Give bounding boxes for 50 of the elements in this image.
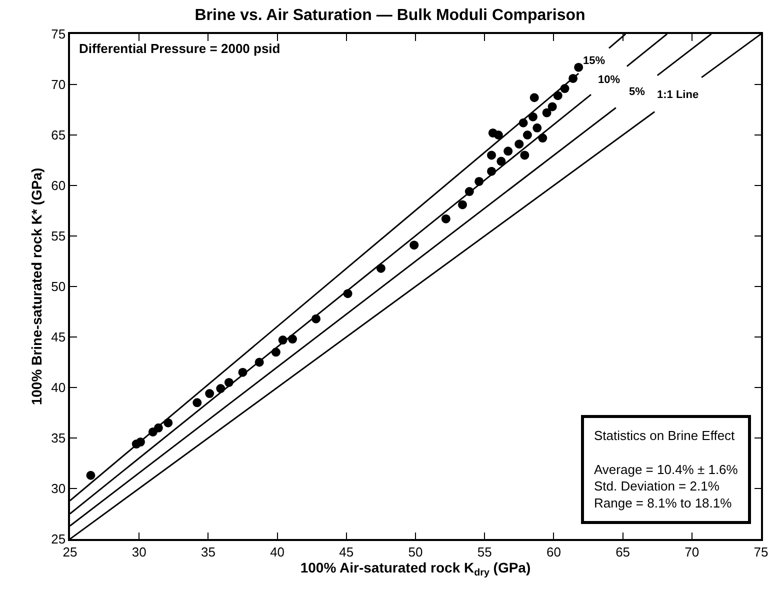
x-tick-label: 35 — [200, 544, 216, 560]
point — [496, 156, 506, 166]
point — [520, 150, 530, 160]
y-tick-label: 65 — [51, 128, 66, 143]
series-label: 1:1 Line — [657, 89, 699, 101]
point — [542, 108, 552, 118]
y-tick-label: 55 — [51, 228, 66, 244]
x-tick-label: 55 — [477, 544, 492, 560]
point — [514, 140, 524, 149]
x-tick-label: 30 — [132, 544, 146, 560]
y-tick-label: 70 — [51, 77, 66, 92]
point — [548, 102, 557, 112]
x-tick-label: 70 — [684, 544, 700, 560]
y-tick-label: 45 — [51, 330, 66, 345]
point — [494, 130, 503, 140]
point — [86, 470, 96, 480]
series-label: 15% — [583, 55, 606, 67]
point — [441, 214, 450, 224]
chart-title: Brine vs. Air Saturation — Bulk Moduli Comparison — [194, 7, 586, 24]
x-tick-label: 40 — [270, 544, 285, 560]
x-axis-title: 100% Air-saturated rock K$_{dry}$ (GPa) — [300, 559, 531, 578]
point — [458, 200, 467, 210]
x-tick-label: 50 — [408, 544, 423, 560]
y-tick-label: 40 — [51, 380, 66, 396]
x-tick-label: 25 — [62, 544, 78, 560]
y-tick-label: 50 — [51, 279, 66, 294]
y-tick-label: 30 — [51, 481, 66, 496]
series-label: 5% — [629, 86, 646, 98]
y-axis-title: 100% Brine-saturated rock K* (GPa) — [28, 168, 44, 406]
point — [504, 146, 513, 156]
x-tick-label: 60 — [546, 544, 561, 560]
x-tick-label: 45 — [339, 544, 354, 560]
point — [205, 389, 214, 398]
y-tick-label: 60 — [51, 178, 66, 194]
point — [574, 62, 584, 72]
point — [530, 93, 539, 102]
x-tick-label: 75 — [754, 544, 768, 560]
x-tick-label: 65 — [616, 544, 630, 560]
point — [532, 123, 542, 132]
y-tick-label: 75 — [51, 26, 66, 42]
series-label: 10% — [598, 74, 620, 86]
annotation: Differential Pressure = 2000 psid — [79, 41, 280, 56]
point — [410, 240, 419, 250]
point — [487, 150, 496, 160]
point — [192, 398, 202, 408]
y-tick-label: 25 — [51, 532, 66, 547]
point — [522, 130, 532, 140]
text: Statistics on Brine Effect Average = 10.4% ± 1.6% Std. Deviation = 2.1% Range = 8.1% to 18.1% — [594, 428, 738, 511]
y-tick-label: 35 — [51, 430, 66, 446]
point — [528, 112, 538, 122]
